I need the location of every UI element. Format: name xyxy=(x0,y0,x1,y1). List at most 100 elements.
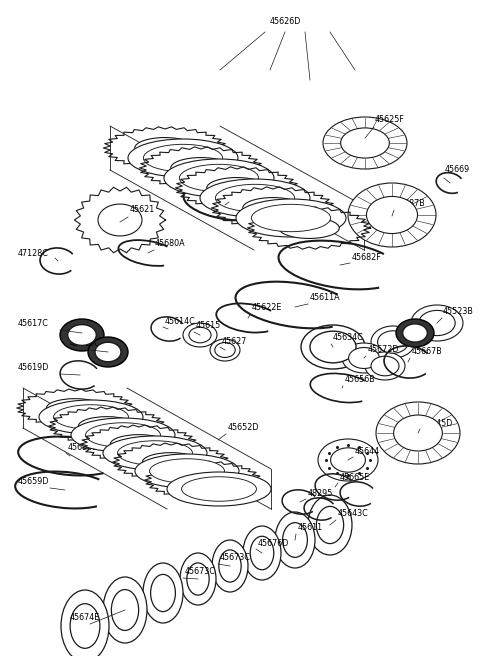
Ellipse shape xyxy=(189,327,211,343)
Ellipse shape xyxy=(167,472,271,506)
Text: 45613C: 45613C xyxy=(70,338,101,348)
Ellipse shape xyxy=(216,184,295,212)
Text: 45669: 45669 xyxy=(445,165,470,174)
Text: 45682F: 45682F xyxy=(352,253,382,262)
Ellipse shape xyxy=(70,604,100,648)
Ellipse shape xyxy=(342,343,386,373)
Ellipse shape xyxy=(78,417,135,436)
Ellipse shape xyxy=(135,454,239,488)
Text: 45654D: 45654D xyxy=(68,443,99,451)
Text: 45627D: 45627D xyxy=(230,192,262,201)
Ellipse shape xyxy=(396,319,434,347)
Ellipse shape xyxy=(60,319,104,351)
Ellipse shape xyxy=(181,477,256,501)
Ellipse shape xyxy=(323,117,407,169)
Text: 45625F: 45625F xyxy=(375,115,405,125)
Text: 45523B: 45523B xyxy=(443,308,474,316)
Ellipse shape xyxy=(378,331,408,353)
Ellipse shape xyxy=(151,575,175,611)
Text: 45672D: 45672D xyxy=(368,346,399,354)
Ellipse shape xyxy=(128,139,238,177)
Ellipse shape xyxy=(215,342,235,358)
Ellipse shape xyxy=(103,577,147,643)
Ellipse shape xyxy=(118,441,192,465)
Text: 45627: 45627 xyxy=(222,337,247,346)
Ellipse shape xyxy=(348,183,436,247)
Ellipse shape xyxy=(164,159,274,197)
Ellipse shape xyxy=(283,523,307,558)
Ellipse shape xyxy=(403,324,427,342)
Ellipse shape xyxy=(250,536,274,570)
Ellipse shape xyxy=(143,453,200,472)
Ellipse shape xyxy=(111,590,139,630)
Text: 45680A: 45680A xyxy=(155,239,186,247)
Ellipse shape xyxy=(236,199,346,237)
Text: 45621: 45621 xyxy=(130,205,155,215)
Ellipse shape xyxy=(61,590,109,656)
Text: 47128C: 47128C xyxy=(18,249,49,258)
Text: 45619D: 45619D xyxy=(18,363,49,373)
Ellipse shape xyxy=(394,415,443,451)
Text: 45622E: 45622E xyxy=(252,304,282,312)
Text: 45674E: 45674E xyxy=(70,613,100,623)
Text: 45611: 45611 xyxy=(298,523,323,533)
Ellipse shape xyxy=(371,326,415,358)
Ellipse shape xyxy=(85,422,160,447)
Text: 45643C: 45643C xyxy=(338,510,369,518)
Ellipse shape xyxy=(243,526,281,580)
Text: 45673C: 45673C xyxy=(220,554,251,562)
Text: 45652D: 45652D xyxy=(228,424,260,432)
Ellipse shape xyxy=(110,435,168,453)
Ellipse shape xyxy=(68,325,96,346)
Ellipse shape xyxy=(243,197,303,218)
Text: 45673C: 45673C xyxy=(185,567,216,577)
Ellipse shape xyxy=(252,204,331,232)
Text: 48295: 48295 xyxy=(308,489,334,497)
Text: 45617C: 45617C xyxy=(18,319,49,329)
Ellipse shape xyxy=(308,495,352,555)
Text: 45634C: 45634C xyxy=(333,333,364,342)
Ellipse shape xyxy=(88,337,128,367)
Ellipse shape xyxy=(331,448,365,472)
Ellipse shape xyxy=(310,331,356,363)
Ellipse shape xyxy=(95,342,121,361)
Ellipse shape xyxy=(180,553,216,605)
Text: 45611A: 45611A xyxy=(310,293,341,302)
Ellipse shape xyxy=(143,563,183,623)
Ellipse shape xyxy=(371,356,399,376)
Ellipse shape xyxy=(210,339,240,361)
Text: 45665E: 45665E xyxy=(340,472,370,482)
Ellipse shape xyxy=(365,352,405,380)
Ellipse shape xyxy=(341,128,389,158)
Ellipse shape xyxy=(183,323,217,347)
Ellipse shape xyxy=(219,550,241,582)
Text: 45645D: 45645D xyxy=(422,419,454,428)
Ellipse shape xyxy=(316,506,344,544)
Ellipse shape xyxy=(174,470,231,489)
Ellipse shape xyxy=(54,405,129,429)
Ellipse shape xyxy=(200,179,310,217)
Ellipse shape xyxy=(376,402,460,464)
Text: 45676D: 45676D xyxy=(258,539,289,548)
Ellipse shape xyxy=(103,436,207,470)
Ellipse shape xyxy=(275,512,315,568)
Ellipse shape xyxy=(144,144,223,172)
Ellipse shape xyxy=(411,305,463,341)
Ellipse shape xyxy=(71,418,175,452)
Text: 45656B: 45656B xyxy=(345,375,376,384)
Ellipse shape xyxy=(187,563,209,595)
Text: 45687B: 45687B xyxy=(395,199,426,209)
Ellipse shape xyxy=(47,399,104,417)
Text: 45614C: 45614C xyxy=(165,316,196,325)
Ellipse shape xyxy=(348,348,379,369)
Ellipse shape xyxy=(279,218,339,238)
Ellipse shape xyxy=(212,540,248,592)
Ellipse shape xyxy=(318,439,378,481)
Ellipse shape xyxy=(98,204,142,236)
Ellipse shape xyxy=(39,400,143,434)
Text: 45626D: 45626D xyxy=(269,18,300,26)
Text: 45667B: 45667B xyxy=(412,348,443,356)
Text: 45615: 45615 xyxy=(196,321,221,329)
Ellipse shape xyxy=(207,178,267,199)
Ellipse shape xyxy=(367,196,418,234)
